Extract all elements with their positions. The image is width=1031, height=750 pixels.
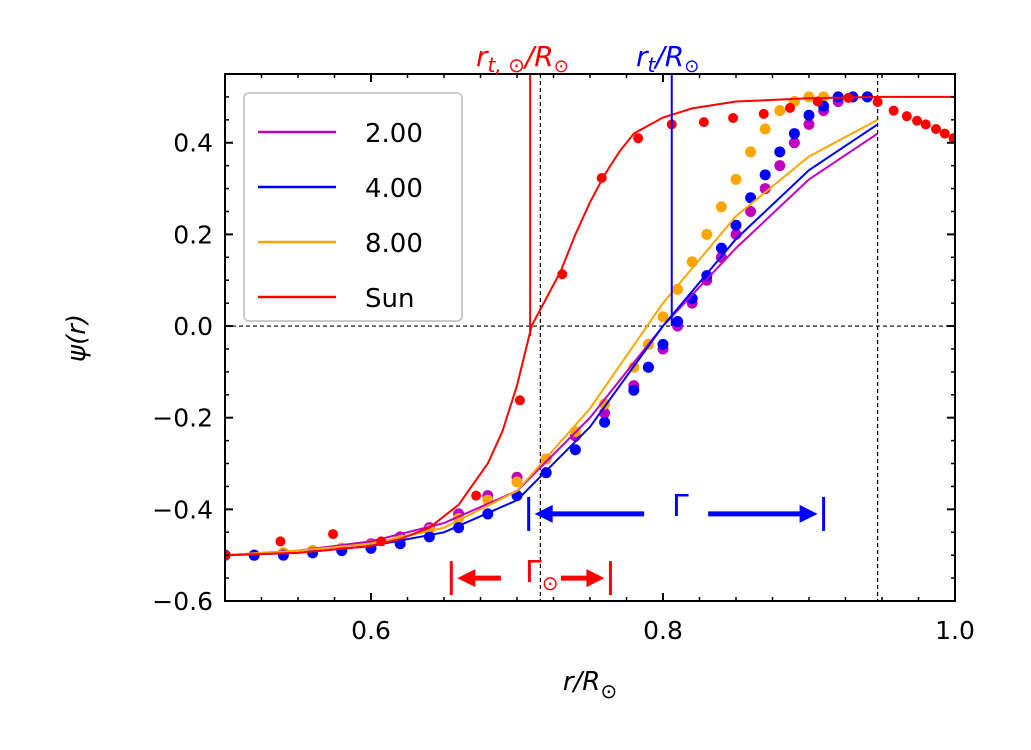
data-point-Sun xyxy=(328,529,339,540)
data-point-Sun xyxy=(912,115,923,126)
x-tick-label: 1.0 xyxy=(935,616,975,645)
data-point-4.00 xyxy=(730,219,742,231)
data-point-Sun xyxy=(376,536,387,547)
data-point-8.00 xyxy=(745,146,757,158)
data-point-4.00 xyxy=(540,467,552,479)
data-point-8.00 xyxy=(672,283,684,295)
gamma-arrow-left-arrowhead xyxy=(534,504,553,523)
data-point-Sun xyxy=(948,133,955,144)
data-point-4.00 xyxy=(657,338,669,350)
data-point-Sun xyxy=(275,536,286,547)
data-point-2.00 xyxy=(774,160,786,172)
data-point-4.00 xyxy=(759,169,771,181)
data-point-8.00 xyxy=(701,228,713,240)
legend-label-8.00: 8.00 xyxy=(365,229,423,259)
data-point-4.00 xyxy=(745,192,757,204)
data-point-Sun xyxy=(758,108,769,119)
fit-curve-2.00 xyxy=(225,132,879,557)
y-tick-label: 0.4 xyxy=(173,129,213,158)
data-point-4.00 xyxy=(774,146,786,158)
sun-transition-label: rt, ⊙/R⊙ xyxy=(476,40,569,77)
axis-ticks: 0.6 0.8 1.0 0.4 0.2 0.0 −0.2 −0.4 −0.6 xyxy=(152,73,975,645)
data-point-Sun xyxy=(471,490,482,501)
data-point-2.00 xyxy=(788,137,800,149)
data-point-4.00 xyxy=(672,315,684,327)
x-axis-label: r/R⊙ xyxy=(563,667,617,703)
data-point-Sun xyxy=(785,102,796,113)
star-transition-label: rt/R⊙ xyxy=(636,40,699,77)
data-point-Sun xyxy=(698,117,709,128)
fit-curve-8.00 xyxy=(225,118,879,557)
legend-label-2.00: 2.00 xyxy=(365,119,423,149)
data-point-Sun xyxy=(557,269,568,280)
data-point-Sun xyxy=(596,173,607,184)
gamma-arrow-right-arrowhead xyxy=(799,504,818,523)
y-tick-label: 0.2 xyxy=(173,220,213,249)
data-point-8.00 xyxy=(715,201,727,213)
data-point-Sun xyxy=(939,128,950,139)
y-tick-label: −0.4 xyxy=(152,495,213,524)
data-point-4.00 xyxy=(715,242,727,254)
gamma-sun-arrow-left-arrowhead xyxy=(457,569,476,588)
data-point-Sun xyxy=(514,395,525,406)
data-point-Sun xyxy=(901,111,912,122)
x-tick-label: 0.6 xyxy=(351,616,391,645)
legend-label-4.00: 4.00 xyxy=(365,174,423,204)
data-point-8.00 xyxy=(657,311,669,323)
data-point-Sun xyxy=(728,112,739,123)
data-point-2.00 xyxy=(759,183,771,195)
data-point-Sun xyxy=(843,92,854,103)
data-point-2.00 xyxy=(745,205,757,217)
legend-label-Sun: Sun xyxy=(365,284,414,314)
plot-area xyxy=(225,74,955,601)
gamma-sun-label: Γ⊙ xyxy=(525,555,558,595)
data-point-4.00 xyxy=(642,361,654,373)
data-point-Sun xyxy=(931,123,942,134)
data-point-Sun xyxy=(812,96,823,107)
data-point-8.00 xyxy=(803,91,815,103)
data-point-4.00 xyxy=(788,128,800,140)
y-tick-label: −0.2 xyxy=(152,404,213,433)
data-point-Sun xyxy=(633,133,644,144)
legend-box xyxy=(243,92,463,322)
data-point-8.00 xyxy=(759,123,771,135)
y-axis-label: ψ(r) xyxy=(62,314,92,362)
data-point-8.00 xyxy=(730,173,742,185)
y-tick-label: 0.0 xyxy=(173,312,213,341)
data-point-Sun xyxy=(920,119,931,130)
gamma-blue-label: Γ xyxy=(672,489,689,524)
data-point-2.00 xyxy=(803,118,815,130)
data-point-4.00 xyxy=(599,416,611,428)
legend: 2.00 4.00 8.00 Sun xyxy=(243,92,463,322)
data-point-8.00 xyxy=(774,105,786,117)
data-point-4.00 xyxy=(423,531,435,543)
data-point-4.00 xyxy=(803,109,815,121)
data-point-Sun xyxy=(872,96,883,107)
data-point-8.00 xyxy=(686,256,698,268)
plot-frame xyxy=(224,73,956,602)
gamma-sun-arrow-right-arrowhead xyxy=(586,569,605,588)
y-tick-label: −0.6 xyxy=(152,587,213,616)
x-tick-label: 0.8 xyxy=(643,616,683,645)
data-point-Sun xyxy=(888,105,899,116)
data-point-8.00 xyxy=(599,398,611,410)
data-point-4.00 xyxy=(628,384,640,396)
data-point-8.00 xyxy=(511,476,523,488)
data-point-4.00 xyxy=(569,444,581,456)
